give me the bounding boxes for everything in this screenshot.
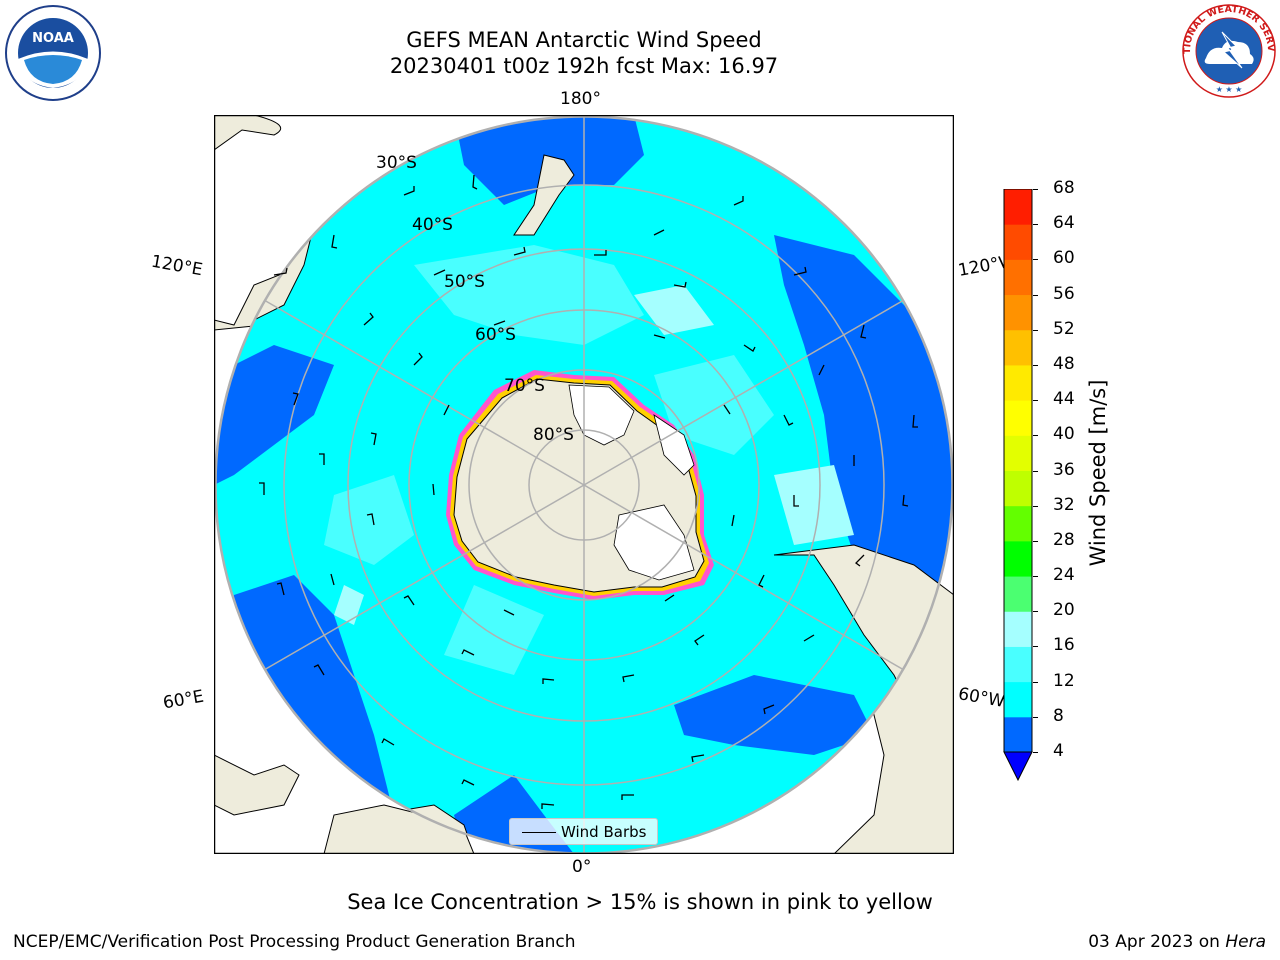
colorbar-segment bbox=[1004, 540, 1032, 577]
colorbar-segment bbox=[1004, 505, 1032, 542]
lon-label-120e: 120°E bbox=[149, 251, 205, 281]
map-title: GEFS MEAN Antarctic Wind Speed bbox=[406, 28, 762, 52]
colorbar-tick-mark bbox=[1033, 329, 1038, 331]
lat-label-70s: 70°S bbox=[504, 376, 545, 396]
colorbar-tick-mark bbox=[1033, 646, 1038, 648]
colorbar-tick-mark bbox=[1033, 259, 1038, 261]
colorbar-tick-mark bbox=[1033, 611, 1038, 613]
colorbar-tick-label: 36 bbox=[1053, 459, 1075, 480]
colorbar-tick-mark bbox=[1033, 470, 1038, 472]
lat-label-80s: 80°S bbox=[533, 425, 574, 445]
colorbar-tick-mark bbox=[1033, 716, 1038, 718]
wind-barb-legend: Wind Barbs bbox=[509, 818, 658, 845]
colorbar-segment bbox=[1004, 400, 1032, 436]
colorbar-segment bbox=[1004, 681, 1032, 718]
colorbar-segment bbox=[1004, 224, 1032, 260]
colorbar-tick-mark bbox=[1033, 294, 1038, 296]
colorbar-tick-label: 8 bbox=[1053, 705, 1064, 726]
colorbar-segment bbox=[1004, 329, 1032, 366]
colorbar-tick-label: 4 bbox=[1053, 741, 1064, 761]
colorbar-tick-label: 20 bbox=[1053, 600, 1075, 621]
colorbar bbox=[1003, 188, 1035, 788]
legend-line-swatch bbox=[522, 832, 556, 833]
nws-logo: NATIONAL WEATHER SERVICE ★ ★ ★ bbox=[1176, 0, 1278, 100]
colorbar-tick-label: 56 bbox=[1053, 283, 1075, 304]
polar-map-svg: 30°S 40°S 50°S 60°S 70°S 80°S bbox=[214, 115, 954, 854]
colorbar-tick-label: 48 bbox=[1053, 353, 1075, 374]
colorbar-tick-mark bbox=[1033, 540, 1038, 542]
colorbar-tick-mark bbox=[1033, 224, 1038, 226]
map-subtitle: 20230401 t00z 192h fcst Max: 16.97 bbox=[389, 54, 779, 78]
footer-credit: NCEP/EMC/Verification Post Processing Pr… bbox=[13, 932, 576, 952]
colorbar-segment bbox=[1004, 576, 1032, 612]
lat-label-60s: 60°S bbox=[475, 325, 516, 345]
colorbar-tick-label: 52 bbox=[1053, 318, 1075, 339]
lon-label-60w: 60°W bbox=[956, 684, 1007, 712]
colorbar-segment bbox=[1004, 364, 1032, 401]
svg-text:★ ★ ★: ★ ★ ★ bbox=[1216, 85, 1243, 94]
colorbar-tick-mark bbox=[1033, 681, 1038, 683]
wind-barbs bbox=[259, 174, 918, 809]
colorbar-tick-mark bbox=[1033, 189, 1038, 190]
polar-map: 30°S 40°S 50°S 60°S 70°S 80°S bbox=[214, 115, 954, 854]
noaa-logo: NOAA bbox=[4, 4, 102, 102]
noaa-logo-text: NOAA bbox=[32, 31, 74, 46]
footer-date: 03 Apr 2023 on Hera bbox=[1088, 932, 1266, 952]
lat-label-40s: 40°S bbox=[412, 215, 453, 235]
colorbar-segment bbox=[1004, 189, 1032, 225]
colorbar-tick-label: 16 bbox=[1053, 635, 1075, 656]
sea-ice-note: Sea Ice Concentration > 15% is shown in … bbox=[347, 890, 933, 914]
colorbar-svg bbox=[1003, 188, 1033, 782]
colorbar-tick-mark bbox=[1033, 505, 1038, 507]
colorbar-tick-mark bbox=[1033, 400, 1038, 402]
colorbar-segment bbox=[1004, 716, 1032, 753]
colorbar-tick-label: 64 bbox=[1053, 213, 1075, 234]
colorbar-segment bbox=[1004, 470, 1032, 507]
lat-label-50s: 50°S bbox=[444, 272, 485, 292]
colorbar-ticks: 4 8 12 16 20 24 28 32 36 40 44 48 52 56 60 64 68 bbox=[1033, 178, 1093, 780]
colorbar-tick-label: 68 bbox=[1053, 178, 1075, 198]
colorbar-tick-label: 44 bbox=[1053, 389, 1075, 410]
colorbar-segment bbox=[1004, 259, 1032, 296]
colorbar-tick-mark bbox=[1033, 576, 1038, 578]
colorbar-tick-mark bbox=[1033, 435, 1038, 437]
footer-host: Hera bbox=[1225, 932, 1266, 952]
colorbar-segment bbox=[1004, 611, 1032, 647]
legend-label: Wind Barbs bbox=[561, 823, 647, 841]
colorbar-tick-label: 32 bbox=[1053, 494, 1075, 515]
colorbar-segment bbox=[1004, 646, 1032, 683]
colorbar-tick-label: 24 bbox=[1053, 565, 1075, 586]
colorbar-under-arrow bbox=[1003, 751, 1033, 782]
colorbar-tick-mark bbox=[1033, 364, 1038, 366]
colorbar-tick-label: 60 bbox=[1053, 248, 1075, 269]
colorbar-tick-label: 40 bbox=[1053, 424, 1075, 445]
colorbar-tick-label: 12 bbox=[1053, 670, 1075, 691]
colorbar-segment bbox=[1004, 294, 1032, 331]
colorbar-segment bbox=[1004, 435, 1032, 471]
colorbar-label: Wind Speed [m/s] bbox=[1086, 379, 1110, 567]
lon-label-60e: 60°E bbox=[161, 686, 206, 714]
colorbar-tick-mark bbox=[1033, 752, 1038, 753]
colorbar-frame bbox=[1003, 188, 1033, 752]
lon-label-0: 0° bbox=[572, 857, 592, 877]
lat-label-30s: 30°S bbox=[376, 153, 417, 173]
colorbar-tick-label: 28 bbox=[1053, 529, 1075, 550]
footer-date-text: 03 Apr 2023 on bbox=[1088, 932, 1226, 952]
lon-label-180: 180° bbox=[560, 89, 601, 109]
